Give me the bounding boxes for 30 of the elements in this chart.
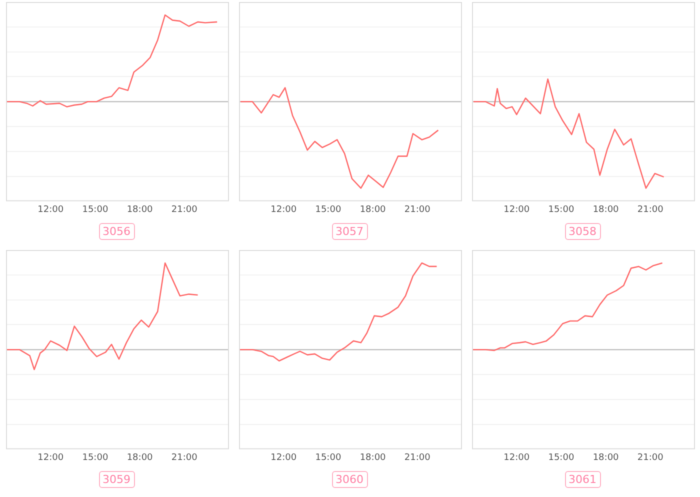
x-tick-label: 15:00 xyxy=(315,204,342,215)
x-tick-label: 18:00 xyxy=(592,452,620,463)
x-tick-label: 12:00 xyxy=(38,204,64,215)
x-tick-label: 15:00 xyxy=(82,204,108,215)
text: 3060 xyxy=(332,471,368,488)
x-tick-label: 15:00 xyxy=(82,452,108,463)
x-tick-label: 18:00 xyxy=(360,452,386,463)
x-tick-label: 12:00 xyxy=(504,204,530,215)
x-tick-label: 18:00 xyxy=(360,204,386,215)
x-tick-label: 21:00 xyxy=(637,452,664,463)
x-tick-label: 15:00 xyxy=(315,452,342,463)
x-tick-label: 21:00 xyxy=(404,452,431,463)
text: 3058 xyxy=(564,223,600,240)
text: 3056 xyxy=(98,223,134,240)
text: 3057 xyxy=(332,223,368,240)
x-tick-label: 12:00 xyxy=(270,452,297,463)
x-tick-label: 21:00 xyxy=(637,204,664,215)
x-tick-label: 12:00 xyxy=(270,204,297,215)
x-tick-label: 12:00 xyxy=(504,452,530,463)
x-tick-label: 21:00 xyxy=(404,204,431,215)
text: 3059 xyxy=(98,471,134,488)
x-tick-label: 12:00 xyxy=(38,452,64,463)
x-tick-label: 18:00 xyxy=(126,204,154,215)
x-tick-label: 21:00 xyxy=(171,452,198,463)
x-tick-label: 18:00 xyxy=(592,204,620,215)
x-tick-label: 21:00 xyxy=(171,204,198,215)
x-tick-label: 18:00 xyxy=(126,452,154,463)
text: 3061 xyxy=(564,471,600,488)
x-tick-label: 15:00 xyxy=(548,204,574,215)
x-tick-label: 15:00 xyxy=(548,452,574,463)
